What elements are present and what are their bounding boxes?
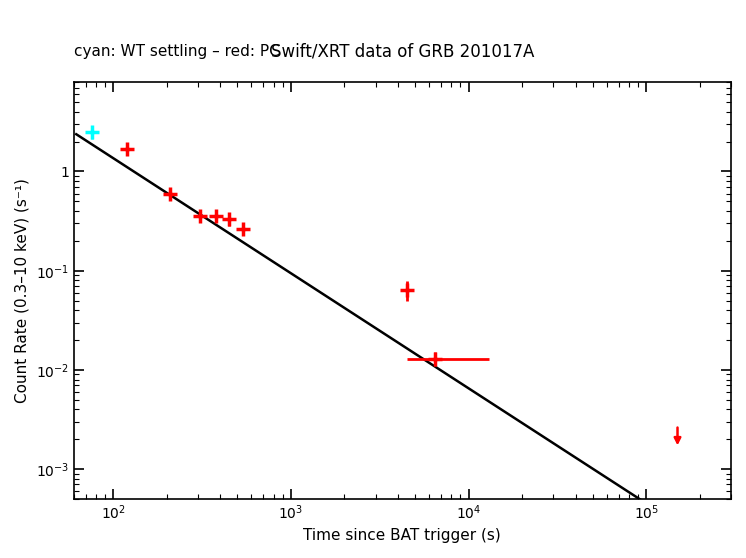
X-axis label: Time since BAT trigger (s): Time since BAT trigger (s) — [304, 528, 501, 543]
Title: Swift/XRT data of GRB 201017A: Swift/XRT data of GRB 201017A — [271, 43, 534, 61]
Y-axis label: Count Rate (0.3–10 keV) (s⁻¹): Count Rate (0.3–10 keV) (s⁻¹) — [15, 178, 30, 403]
Text: cyan: WT settling – red: PC: cyan: WT settling – red: PC — [74, 44, 280, 59]
